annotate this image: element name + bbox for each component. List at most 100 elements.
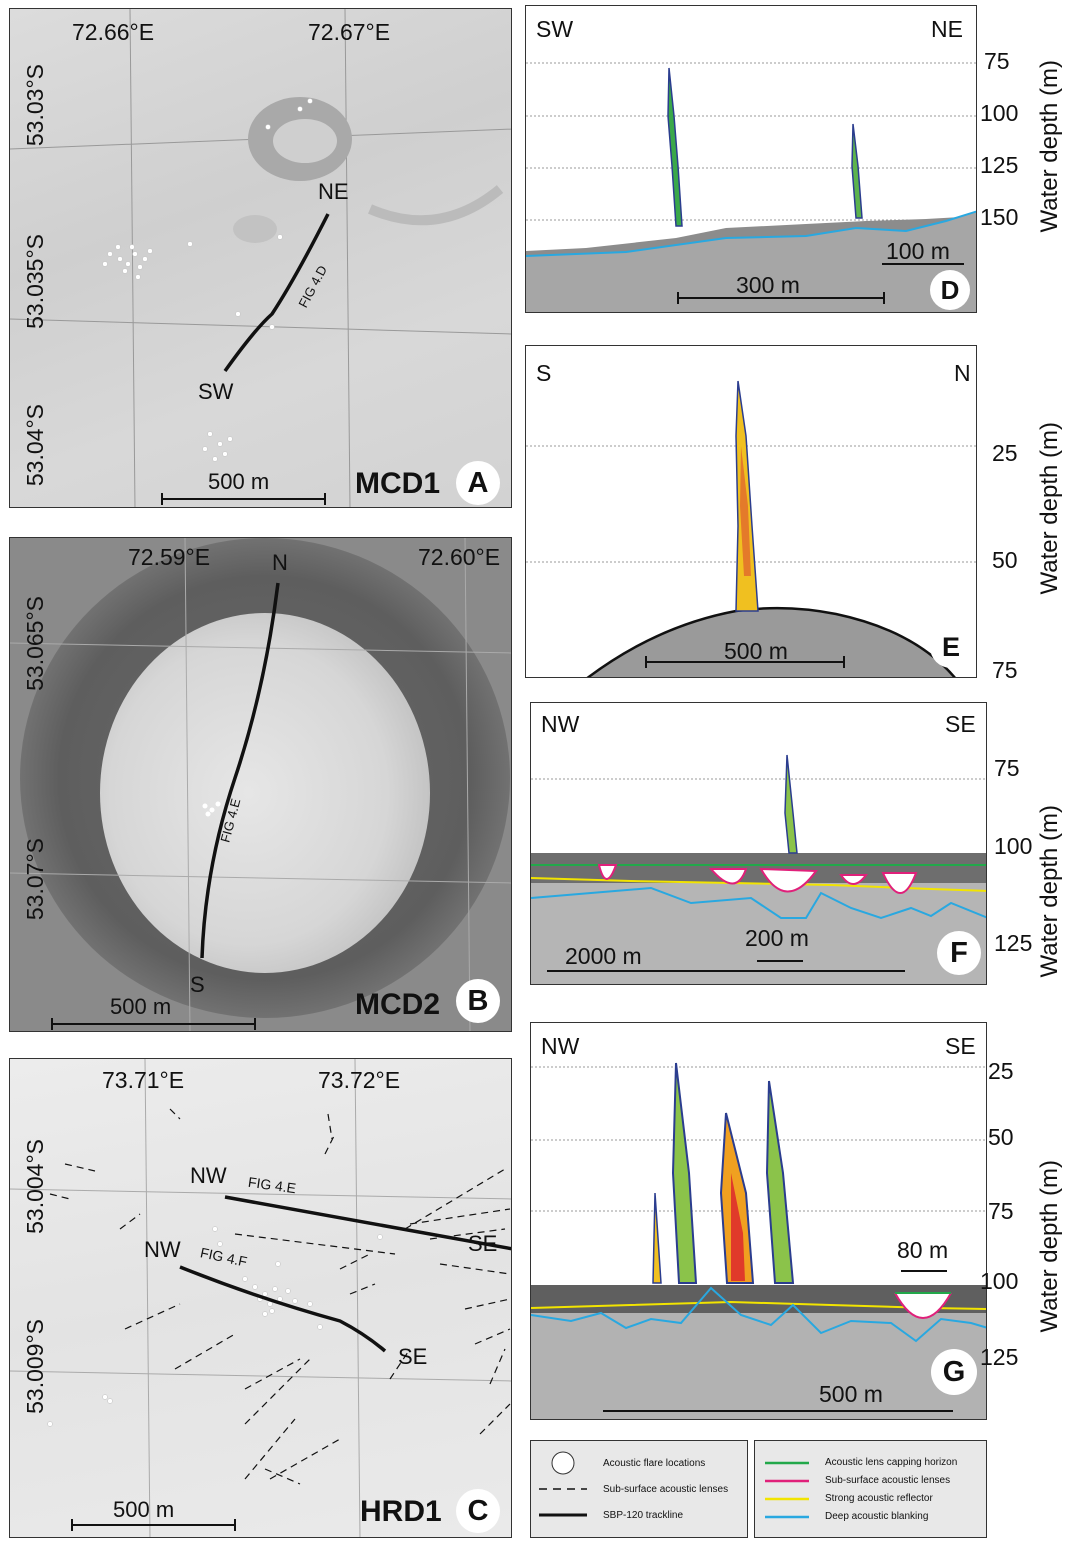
- scale-label: 500 m: [110, 994, 172, 1019]
- map-a-graphics: [10, 9, 511, 507]
- profile-panel-e: S N 500 m E: [525, 345, 977, 678]
- lon-label: 73.72°E: [318, 1067, 401, 1093]
- depth-tick: 75: [992, 657, 1018, 683]
- panel-letter: G: [931, 1349, 977, 1395]
- y-axis-label: Water depth (m): [1036, 422, 1063, 595]
- direction-label: NE: [931, 16, 963, 42]
- map-panel-a: 72.66°E 72.67°E 53.03°S 53.035°S 53.04°S…: [9, 8, 512, 508]
- acoustic-flare: [765, 1080, 795, 1284]
- lat-label: 53.009°S: [22, 1319, 48, 1414]
- map-panel-b: 72.59°E 72.60°E 53.065°S 53.07°S N S FIG…: [9, 537, 512, 1032]
- profile-g-graphics: [531, 1062, 986, 1419]
- lat-label: 53.03°S: [22, 64, 48, 147]
- scale-label: 500 m: [724, 638, 788, 664]
- map-b-graphics: [10, 538, 511, 1031]
- acoustic-flare: [667, 67, 683, 227]
- map-panel-c: 73.71°E 73.72°E 53.004°S 53.009°S NW FIG…: [9, 1058, 512, 1538]
- mud-dome-b: [100, 613, 430, 973]
- lon-label: 72.59°E: [128, 544, 211, 570]
- seafloor-line: [586, 606, 956, 677]
- profile-panel-f: NW SE 200 m 2000 m F: [530, 702, 987, 985]
- scale-label: 500 m: [113, 1497, 175, 1522]
- profile-f-graphics: [531, 754, 986, 984]
- depth-tick: 100: [980, 100, 1019, 126]
- scale-label: 500 m: [208, 469, 270, 494]
- direction-label: NW: [541, 1033, 580, 1059]
- flare-symbol: [551, 1451, 575, 1475]
- subsurface-lenses-c: [49, 1108, 511, 1485]
- panel-letter: D: [930, 270, 970, 310]
- depth-tick: 25: [992, 440, 1018, 466]
- map-c-graphics: [10, 1059, 511, 1537]
- depth-tick: 125: [980, 152, 1019, 178]
- scale-label: 300 m: [736, 272, 800, 298]
- acoustic-flare: [719, 1112, 755, 1284]
- y-axis-label: Water depth (m): [1036, 1160, 1063, 1333]
- depth-tick: 50: [988, 1124, 1014, 1150]
- acoustic-flare: [784, 754, 798, 854]
- scale-label: 2000 m: [565, 943, 642, 969]
- trackline-b: [200, 582, 280, 959]
- track-end-label: SE: [398, 1344, 428, 1369]
- legend-label: Acoustic lens capping horizon: [825, 1457, 958, 1468]
- depth-tick: 75: [984, 48, 1010, 74]
- panel-letter: B: [456, 979, 500, 1023]
- trackline-c-fig4f: [179, 1265, 387, 1353]
- scale-label: 100 m: [886, 238, 950, 264]
- lat-label: 53.07°S: [22, 838, 48, 921]
- site-label: MCD2: [355, 988, 441, 1021]
- track-end-label: S: [190, 972, 205, 997]
- depth-tick: 125: [980, 1344, 1019, 1370]
- lat-label: 53.065°S: [22, 596, 48, 691]
- legend-label: Strong acoustic reflector: [825, 1493, 933, 1504]
- depth-tick: 125: [994, 930, 1033, 956]
- direction-label: NW: [541, 711, 580, 737]
- track-end-label: NE: [318, 179, 349, 204]
- depth-tick: 100: [980, 1268, 1019, 1294]
- legend-label: Acoustic flare locations: [603, 1458, 706, 1469]
- legend-label: Deep acoustic blanking: [825, 1511, 929, 1522]
- flare-locations-b: [202, 801, 221, 817]
- subsurface-lens-g: [894, 1292, 952, 1319]
- legend-label: Sub-surface acoustic lenses: [603, 1484, 729, 1495]
- acoustic-flare: [735, 380, 759, 612]
- deep-blanking-line: [531, 1286, 986, 1343]
- y-axis-label: Water depth (m): [1036, 805, 1063, 978]
- profile-panel-g: NW SE 80 m 500 m G: [530, 1022, 987, 1420]
- trackline-c-fig4e: [224, 1195, 511, 1251]
- direction-label: SE: [945, 711, 976, 737]
- panel-letter: E: [930, 626, 972, 668]
- direction-label: SE: [945, 1033, 976, 1059]
- track-end-label: SW: [198, 379, 234, 404]
- track-end-label: N: [272, 550, 288, 575]
- acoustic-flare: [851, 123, 863, 219]
- legend-box-right: Acoustic lens capping horizon Sub-surfac…: [754, 1440, 987, 1538]
- y-axis-label: Water depth (m): [1036, 60, 1063, 233]
- depth-tick: 75: [988, 1198, 1014, 1224]
- track-end-label: NW: [190, 1163, 227, 1188]
- legend-label: Sub-surface acoustic lenses: [825, 1475, 951, 1486]
- legend-left-symbols: [539, 1451, 587, 1517]
- deep-blanking-line: [531, 886, 986, 920]
- legend-label: SBP-120 trackline: [603, 1510, 684, 1521]
- scale-label: 500 m: [819, 1381, 883, 1407]
- depth-tick: 75: [994, 755, 1020, 781]
- subsurface-lenses-f: [597, 864, 918, 894]
- direction-label: S: [536, 360, 552, 386]
- profile-e-graphics: [526, 380, 976, 677]
- legend-right-symbols: [765, 1461, 809, 1519]
- lon-label: 72.67°E: [308, 19, 391, 45]
- scale-label: 80 m: [897, 1237, 949, 1263]
- panel-letter: C: [456, 1489, 500, 1533]
- acoustic-flare: [671, 1062, 698, 1284]
- depth-tick: 25: [988, 1058, 1014, 1084]
- legend-box-left: Acoustic flare locations Sub-surface aco…: [530, 1440, 748, 1538]
- lat-label: 53.004°S: [22, 1139, 48, 1234]
- lon-label: 72.60°E: [418, 544, 501, 570]
- direction-label: N: [954, 360, 971, 386]
- flare-locations-c: [47, 1226, 383, 1427]
- site-label: HRD1: [360, 1495, 442, 1528]
- lat-label: 53.04°S: [22, 404, 48, 487]
- acoustic-flare: [652, 1192, 662, 1284]
- depth-tick: 50: [992, 547, 1018, 573]
